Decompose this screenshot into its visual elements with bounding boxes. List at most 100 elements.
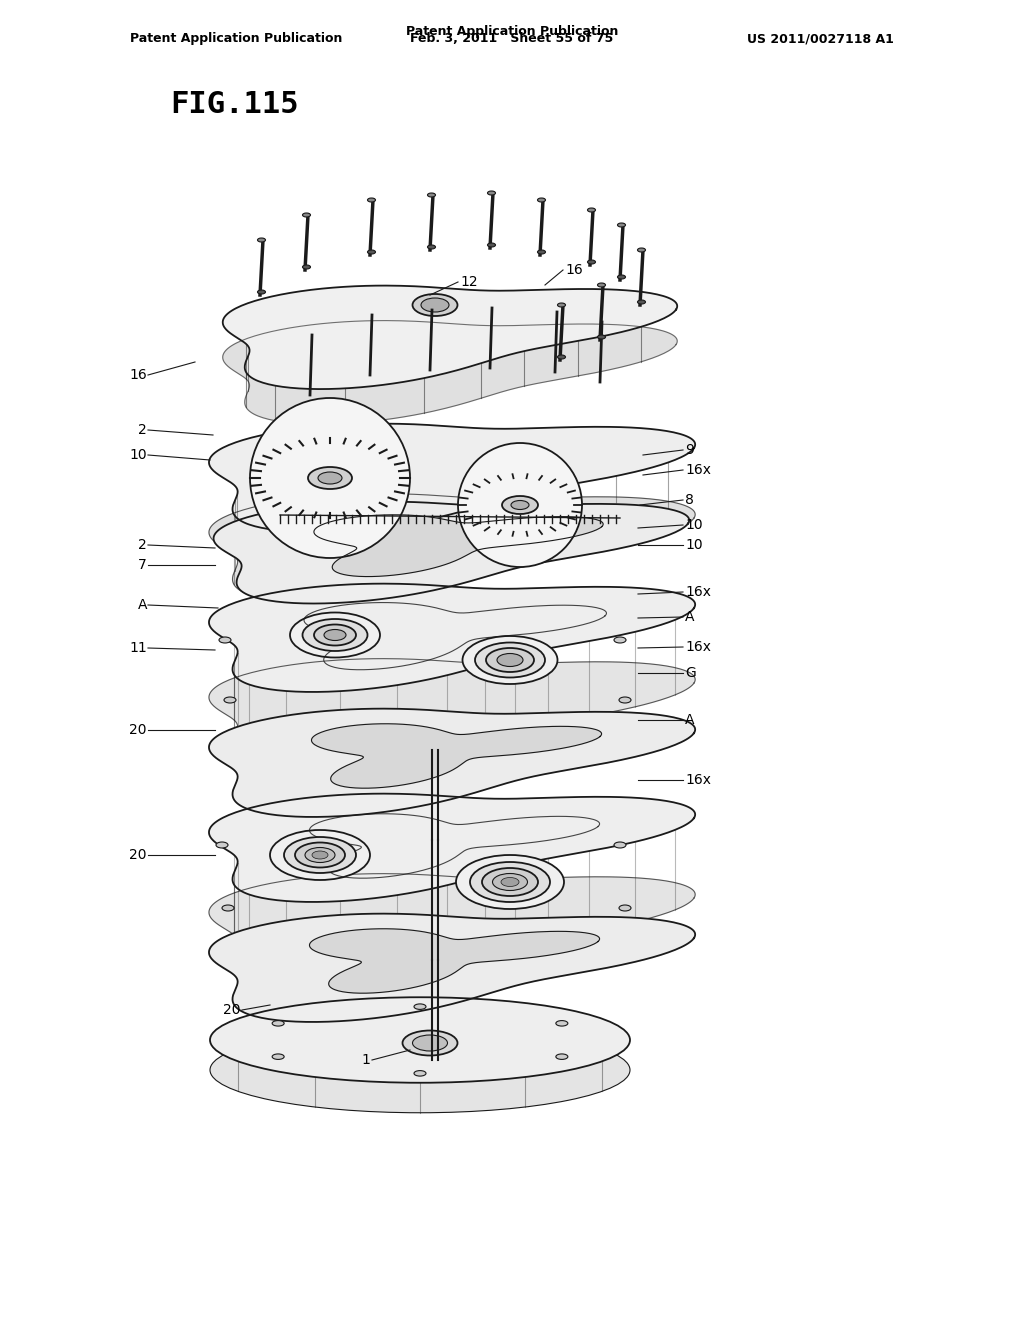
Text: 10: 10: [129, 447, 147, 462]
Ellipse shape: [463, 636, 557, 684]
Ellipse shape: [614, 638, 626, 643]
Polygon shape: [309, 929, 599, 993]
Ellipse shape: [427, 246, 435, 249]
Ellipse shape: [305, 847, 335, 862]
Polygon shape: [209, 583, 695, 692]
Text: 2: 2: [138, 422, 147, 437]
Text: 12: 12: [460, 275, 477, 289]
Ellipse shape: [216, 842, 228, 847]
Ellipse shape: [617, 223, 626, 227]
Ellipse shape: [614, 842, 626, 847]
Ellipse shape: [487, 243, 496, 247]
Ellipse shape: [501, 878, 519, 887]
Polygon shape: [209, 494, 695, 602]
Text: 9: 9: [685, 444, 694, 457]
Ellipse shape: [222, 906, 234, 911]
Ellipse shape: [511, 500, 529, 510]
Ellipse shape: [421, 298, 449, 312]
Ellipse shape: [597, 282, 605, 286]
Ellipse shape: [486, 648, 534, 672]
Ellipse shape: [413, 1035, 447, 1051]
Ellipse shape: [314, 624, 356, 645]
Ellipse shape: [368, 249, 376, 253]
Ellipse shape: [638, 300, 645, 304]
Text: 11: 11: [129, 642, 147, 655]
Polygon shape: [209, 874, 695, 982]
Ellipse shape: [556, 1020, 568, 1026]
Circle shape: [250, 399, 410, 558]
Ellipse shape: [414, 1071, 426, 1076]
Polygon shape: [209, 659, 695, 767]
Ellipse shape: [456, 855, 564, 909]
Text: A: A: [685, 713, 694, 727]
Ellipse shape: [324, 630, 346, 640]
Ellipse shape: [502, 496, 538, 513]
Text: 10: 10: [685, 539, 702, 552]
Ellipse shape: [638, 248, 645, 252]
Text: 16x: 16x: [685, 585, 711, 599]
Ellipse shape: [308, 467, 352, 488]
Ellipse shape: [597, 335, 605, 339]
Ellipse shape: [538, 198, 546, 202]
Polygon shape: [311, 723, 601, 788]
Text: Patent Application Publication: Patent Application Publication: [406, 25, 618, 38]
Ellipse shape: [557, 355, 565, 359]
Ellipse shape: [302, 213, 310, 216]
Text: A: A: [685, 610, 694, 624]
Ellipse shape: [618, 906, 631, 911]
Text: Feb. 3, 2011   Sheet 55 of 75: Feb. 3, 2011 Sheet 55 of 75: [411, 32, 613, 45]
Ellipse shape: [219, 638, 231, 643]
Ellipse shape: [538, 249, 546, 253]
Text: 8: 8: [685, 492, 694, 507]
Text: 2: 2: [138, 539, 147, 552]
Text: Patent Application Publication: Patent Application Publication: [130, 32, 342, 45]
Ellipse shape: [618, 697, 631, 704]
Text: US 2011/0027118 A1: US 2011/0027118 A1: [748, 32, 894, 45]
Ellipse shape: [402, 1031, 458, 1056]
Polygon shape: [223, 321, 677, 424]
Ellipse shape: [284, 837, 356, 873]
Ellipse shape: [257, 238, 265, 242]
Text: 7: 7: [138, 558, 147, 572]
Ellipse shape: [470, 862, 550, 902]
Polygon shape: [223, 285, 677, 389]
Text: 16: 16: [129, 368, 147, 381]
Ellipse shape: [302, 265, 310, 269]
Text: 16x: 16x: [685, 463, 711, 477]
Ellipse shape: [487, 191, 496, 195]
Polygon shape: [214, 502, 689, 603]
Polygon shape: [209, 793, 695, 902]
Ellipse shape: [295, 842, 345, 867]
Ellipse shape: [617, 275, 626, 279]
Text: 20: 20: [222, 1003, 240, 1016]
Text: 16x: 16x: [685, 640, 711, 653]
Text: 20: 20: [129, 847, 147, 862]
Ellipse shape: [427, 193, 435, 197]
Ellipse shape: [270, 830, 370, 880]
Ellipse shape: [414, 1005, 426, 1010]
Ellipse shape: [312, 851, 328, 859]
Ellipse shape: [482, 869, 538, 896]
Ellipse shape: [210, 997, 630, 1082]
Ellipse shape: [224, 697, 236, 704]
Text: 10: 10: [685, 517, 702, 532]
Polygon shape: [209, 913, 695, 1022]
Ellipse shape: [497, 653, 523, 667]
Ellipse shape: [290, 612, 380, 657]
Text: G: G: [685, 667, 695, 680]
Ellipse shape: [368, 198, 376, 202]
Ellipse shape: [557, 304, 565, 308]
Ellipse shape: [588, 209, 596, 213]
Text: A: A: [137, 598, 147, 612]
Polygon shape: [209, 709, 695, 817]
Text: 16x: 16x: [685, 774, 711, 787]
Ellipse shape: [493, 874, 527, 891]
Ellipse shape: [210, 1027, 630, 1113]
Ellipse shape: [272, 1053, 284, 1060]
Text: 16: 16: [565, 263, 583, 277]
Ellipse shape: [413, 294, 458, 315]
Ellipse shape: [272, 1020, 284, 1026]
Ellipse shape: [556, 1053, 568, 1060]
Ellipse shape: [257, 290, 265, 294]
Polygon shape: [209, 424, 695, 532]
